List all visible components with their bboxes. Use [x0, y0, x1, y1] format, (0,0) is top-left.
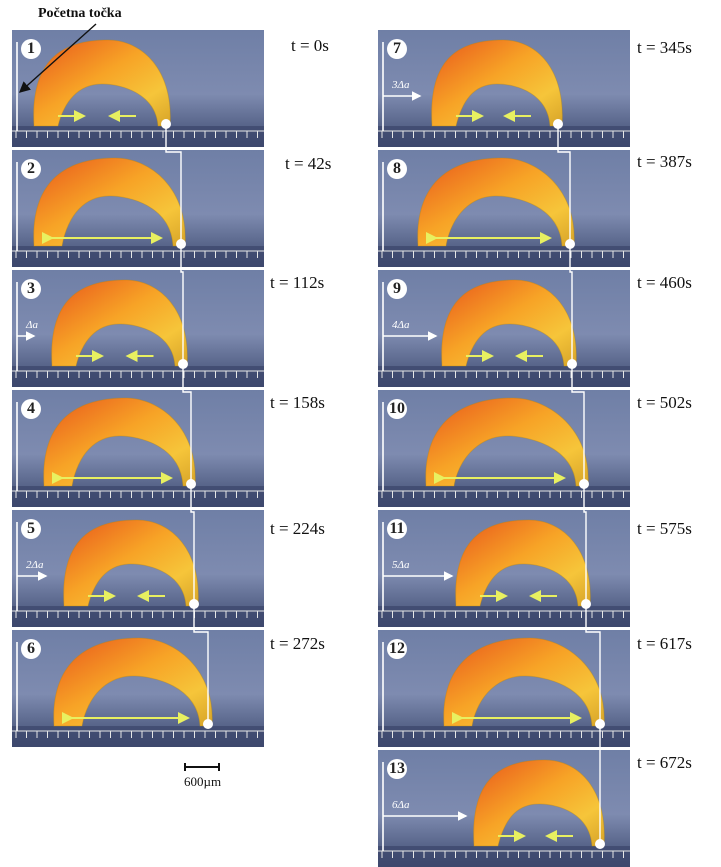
frame-scene	[378, 519, 630, 627]
frame-scene	[378, 279, 630, 387]
frame-scene	[12, 39, 264, 147]
time-label-13: t = 672s	[637, 753, 692, 772]
displacement-label: 4Δa	[392, 319, 410, 331]
frame-8: 8	[378, 150, 630, 267]
frame-number-badge: 10	[387, 399, 407, 419]
frame-scene	[12, 397, 264, 507]
frame-7: 7 3Δa	[378, 30, 630, 147]
frame-2: 2	[12, 150, 264, 267]
displacement-label: Δa	[26, 319, 38, 331]
worm-body	[443, 637, 605, 727]
time-label-1: t = 0s	[291, 36, 329, 55]
frame-10: 10	[378, 390, 630, 507]
frame-4: 4	[12, 390, 264, 507]
worm-body	[51, 279, 188, 367]
frame-number-badge: 5	[21, 519, 41, 539]
frame-9: 9 4Δa	[378, 270, 630, 387]
frame-number-badge: 13	[387, 759, 407, 779]
worm-body	[455, 519, 591, 607]
frame-number-badge: 2	[21, 159, 41, 179]
frame-scene	[12, 157, 264, 267]
frame-number-badge: 8	[387, 159, 407, 179]
time-label-10: t = 502s	[637, 393, 692, 412]
frame-number-badge: 3	[21, 279, 41, 299]
worm-body	[473, 759, 605, 847]
frame-number-badge: 11	[387, 519, 407, 539]
frame-scene	[378, 397, 630, 507]
frame-number-badge: 9	[387, 279, 407, 299]
frame-3: 3 Δa	[12, 270, 264, 387]
frame-12: 12	[378, 630, 630, 747]
frame-scene	[378, 759, 630, 867]
scale-bar	[184, 763, 220, 771]
frame-6: 6	[12, 630, 264, 747]
frame-5: 5 2Δa	[12, 510, 264, 627]
frame-13: 13 6Δa	[378, 750, 630, 867]
worm-body	[431, 39, 563, 127]
time-label-2: t = 42s	[285, 154, 332, 173]
time-label-4: t = 158s	[270, 393, 325, 412]
displacement-label: 3Δa	[392, 79, 410, 91]
worm-body	[43, 397, 196, 487]
displacement-label: 5Δa	[392, 559, 410, 571]
frame-number-badge: 6	[21, 639, 41, 659]
time-label-8: t = 387s	[637, 152, 692, 171]
time-label-5: t = 224s	[270, 519, 325, 538]
worm-body	[425, 397, 589, 487]
worm-body	[441, 279, 577, 367]
worm-body	[33, 39, 171, 127]
frame-scene	[378, 157, 630, 267]
displacement-label: 6Δa	[392, 799, 410, 811]
frame-1: 1	[12, 30, 264, 147]
time-label-12: t = 617s	[637, 634, 692, 653]
frame-scene	[12, 519, 264, 627]
frame-scene	[12, 637, 264, 747]
scale-label: 600µm	[184, 774, 222, 789]
frame-number-badge: 12	[387, 639, 407, 659]
frame-scene	[12, 279, 264, 387]
worm-body	[33, 157, 186, 247]
frame-scene	[378, 39, 630, 147]
start-point-label: Početna točka	[38, 6, 122, 21]
frame-number-badge: 1	[21, 39, 41, 59]
frame-11: 11 5Δa	[378, 510, 630, 627]
time-label-3: t = 112s	[270, 273, 325, 292]
frame-number-badge: 7	[387, 39, 407, 59]
time-label-9: t = 460s	[637, 273, 692, 292]
frame-number-badge: 4	[21, 399, 41, 419]
time-label-6: t = 272s	[270, 634, 325, 653]
time-label-7: t = 345s	[637, 38, 692, 57]
frame-scene	[378, 637, 630, 747]
displacement-label: 2Δa	[26, 559, 44, 571]
worm-body	[53, 637, 213, 727]
worm-body	[417, 157, 575, 247]
time-label-11: t = 575s	[637, 519, 692, 538]
worm-body	[63, 519, 199, 607]
